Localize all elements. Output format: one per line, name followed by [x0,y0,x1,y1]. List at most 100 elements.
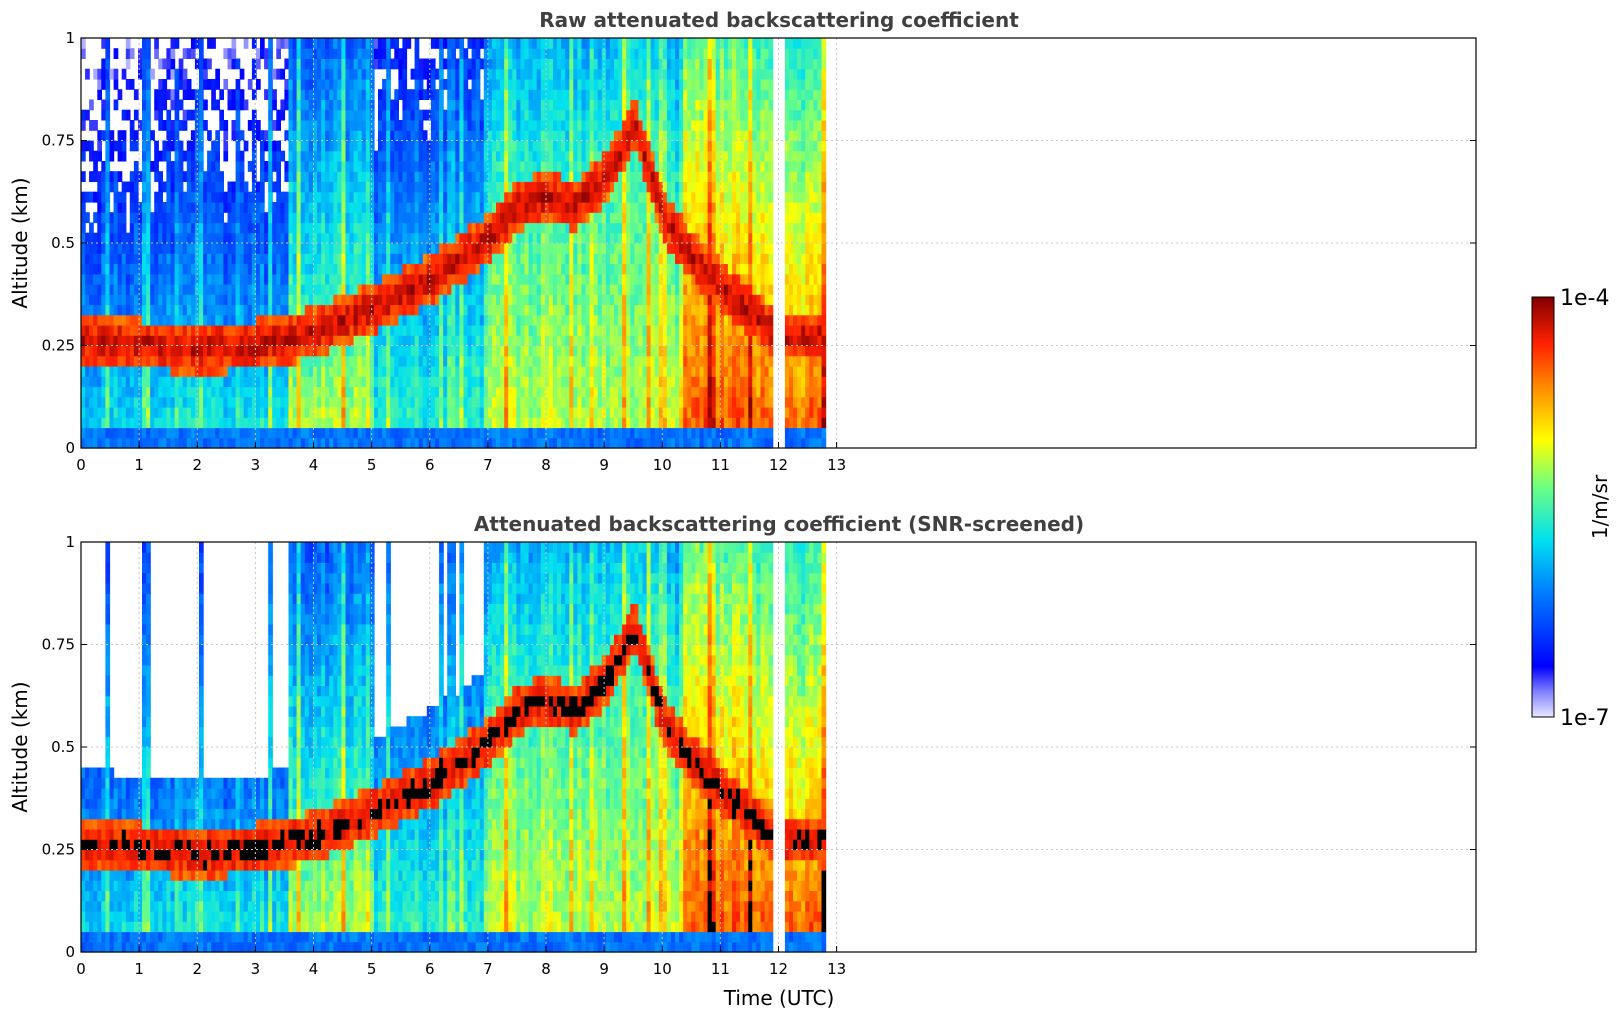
heatmap-cell [89,314,94,326]
heatmap-cell [557,150,562,162]
heatmap-cell [300,407,306,418]
heatmap-cell [581,396,587,408]
heatmap-cell [414,212,420,224]
heatmap-cell [142,150,147,162]
heatmap-cell [536,376,542,388]
heatmap-cell [544,386,550,398]
heatmap-cell [447,417,452,429]
heatmap-cell [231,366,237,377]
heatmap-cell [422,427,428,439]
heatmap-cell [117,212,123,224]
heatmap-cell [308,294,314,306]
heatmap-cell [540,68,546,80]
heatmap-cell [524,335,530,347]
heatmap-cell [585,222,591,234]
heatmap-cell [207,273,212,285]
heatmap-cell [422,68,428,80]
heatmap-cell [158,202,163,213]
heatmap-cell [426,376,432,388]
heatmap-cell [97,376,102,388]
heatmap-cell [251,366,257,377]
heatmap-cell [264,263,269,275]
heatmap-cell [207,38,212,49]
heatmap-cell [471,243,477,254]
heatmap-cell [386,161,391,172]
heatmap-cell [553,171,558,182]
heatmap-cell [113,386,119,398]
heatmap-cell [162,437,168,449]
heatmap-cell [251,232,257,244]
heatmap-cell [557,263,562,275]
heatmap-cell [337,140,342,152]
heatmap-cell [483,396,489,408]
heatmap-cell [382,427,387,439]
heatmap-cell [170,38,176,49]
heatmap-cell [284,325,290,336]
heatmap-cell [235,437,241,449]
heatmap-cell [491,109,497,121]
heatmap-cell [125,273,131,285]
heatmap-cell [219,243,224,254]
heatmap-cell [410,253,416,264]
heatmap-cell [479,99,485,111]
heatmap-cell [491,38,497,49]
heatmap-cell [451,355,456,367]
heatmap-cell [150,304,155,316]
heatmap-cell [81,427,86,439]
heatmap-cell [223,140,229,152]
heatmap-cell [268,345,273,357]
heatmap-cell [101,58,106,70]
heatmap-cell [463,161,469,172]
heatmap-cell [455,109,460,121]
heatmap-cell [81,304,86,316]
heatmap-cell [386,284,391,295]
heatmap-cell [203,58,208,70]
heatmap-cell [605,202,611,213]
heatmap-cell [101,263,106,275]
heatmap-cell [390,222,395,234]
heatmap-cell [312,191,318,203]
heatmap-cell [410,335,416,347]
heatmap-cell [158,222,163,234]
heatmap-cell [626,202,631,213]
heatmap-cell [146,212,151,224]
heatmap-cell [235,243,241,254]
heatmap-cell [614,109,619,121]
heatmap-cell [557,345,562,357]
heatmap-cell [243,232,249,244]
heatmap-cell [329,58,334,70]
heatmap-cell [93,191,98,203]
heatmap-cell [500,325,505,336]
heatmap-cell [516,222,522,234]
heatmap-cell [471,140,477,152]
heatmap-cell [548,396,554,408]
heatmap-cell [93,376,98,388]
heatmap-cell [577,120,583,131]
heatmap-cell [243,355,249,367]
heatmap-cell [85,407,90,418]
heatmap-cell [435,181,440,193]
heatmap-cell [138,243,143,254]
heatmap-cell [565,284,570,295]
heatmap-cell [247,161,253,172]
heatmap-cell [182,345,188,357]
heatmap-cell [105,253,111,264]
heatmap-cell [548,294,554,306]
heatmap-cell [532,99,538,111]
heatmap-cell [308,355,314,367]
heatmap-cell [97,355,102,367]
heatmap-cell [439,273,444,285]
heatmap-cell [81,376,86,388]
heatmap-cell [203,202,208,213]
heatmap-cell [260,140,265,152]
heatmap-cell [406,314,412,326]
heatmap-cell [459,232,465,244]
heatmap-cell [378,273,383,285]
heatmap-cell [190,48,196,59]
heatmap-cell [491,140,497,152]
heatmap-cell [626,161,631,172]
heatmap-cell [459,325,465,336]
heatmap-cell [125,427,131,439]
heatmap-cell [81,212,86,224]
heatmap-cell [85,396,90,408]
